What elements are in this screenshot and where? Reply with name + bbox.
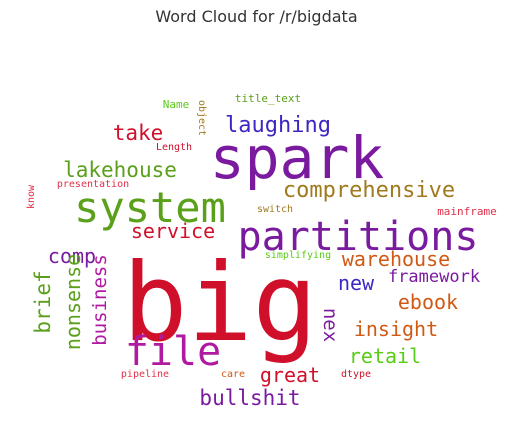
word-title-text: title_text — [235, 92, 301, 105]
word-brief: brief — [31, 270, 55, 333]
word-comprehensive: comprehensive — [283, 178, 455, 203]
word-care: care — [221, 369, 245, 380]
word-object: object — [196, 100, 207, 136]
word-insight: insight — [354, 317, 438, 341]
word-bullshit: bullshit — [199, 386, 300, 410]
word-laughing: laughing — [225, 113, 331, 138]
word-framework: framework — [388, 267, 480, 287]
word-great: great — [260, 363, 320, 387]
word-ebook: ebook — [398, 290, 458, 314]
word-retail: retail — [349, 344, 421, 368]
word-simplifying: simplifying — [265, 250, 331, 261]
word-pipeline: pipeline — [121, 369, 169, 380]
word-nonsense: nonsense — [61, 254, 85, 350]
word-switch: switch — [257, 204, 293, 215]
word-new: new — [338, 271, 375, 295]
word-nex: nex — [319, 308, 341, 342]
word-business: business — [89, 254, 111, 346]
word-mainframe: mainframe — [437, 205, 497, 218]
word-name: Name — [163, 98, 190, 111]
word-length: Length — [156, 142, 192, 153]
word-dtype: dtype — [341, 369, 371, 380]
word-know: know — [26, 184, 37, 209]
word-presentation: presentation — [57, 179, 129, 190]
word-service: service — [131, 219, 215, 243]
